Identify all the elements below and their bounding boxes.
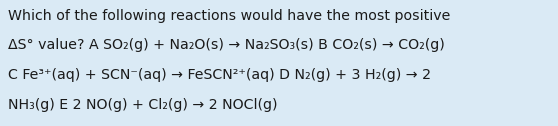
Text: ΔS° value? A SO₂(g) + Na₂O(s) → Na₂SO₃(s) B CO₂(s) → CO₂(g): ΔS° value? A SO₂(g) + Na₂O(s) → Na₂SO₃(s… [8, 38, 445, 52]
Text: Which of the following reactions would have the most positive: Which of the following reactions would h… [8, 9, 451, 23]
Text: NH₃(g) E 2 NO(g) + Cl₂(g) → 2 NOCl(g): NH₃(g) E 2 NO(g) + Cl₂(g) → 2 NOCl(g) [8, 98, 278, 112]
Text: C Fe³⁺(aq) + SCN⁻(aq) → FeSCN²⁺(aq) D N₂(g) + 3 H₂(g) → 2: C Fe³⁺(aq) + SCN⁻(aq) → FeSCN²⁺(aq) D N₂… [8, 68, 431, 82]
